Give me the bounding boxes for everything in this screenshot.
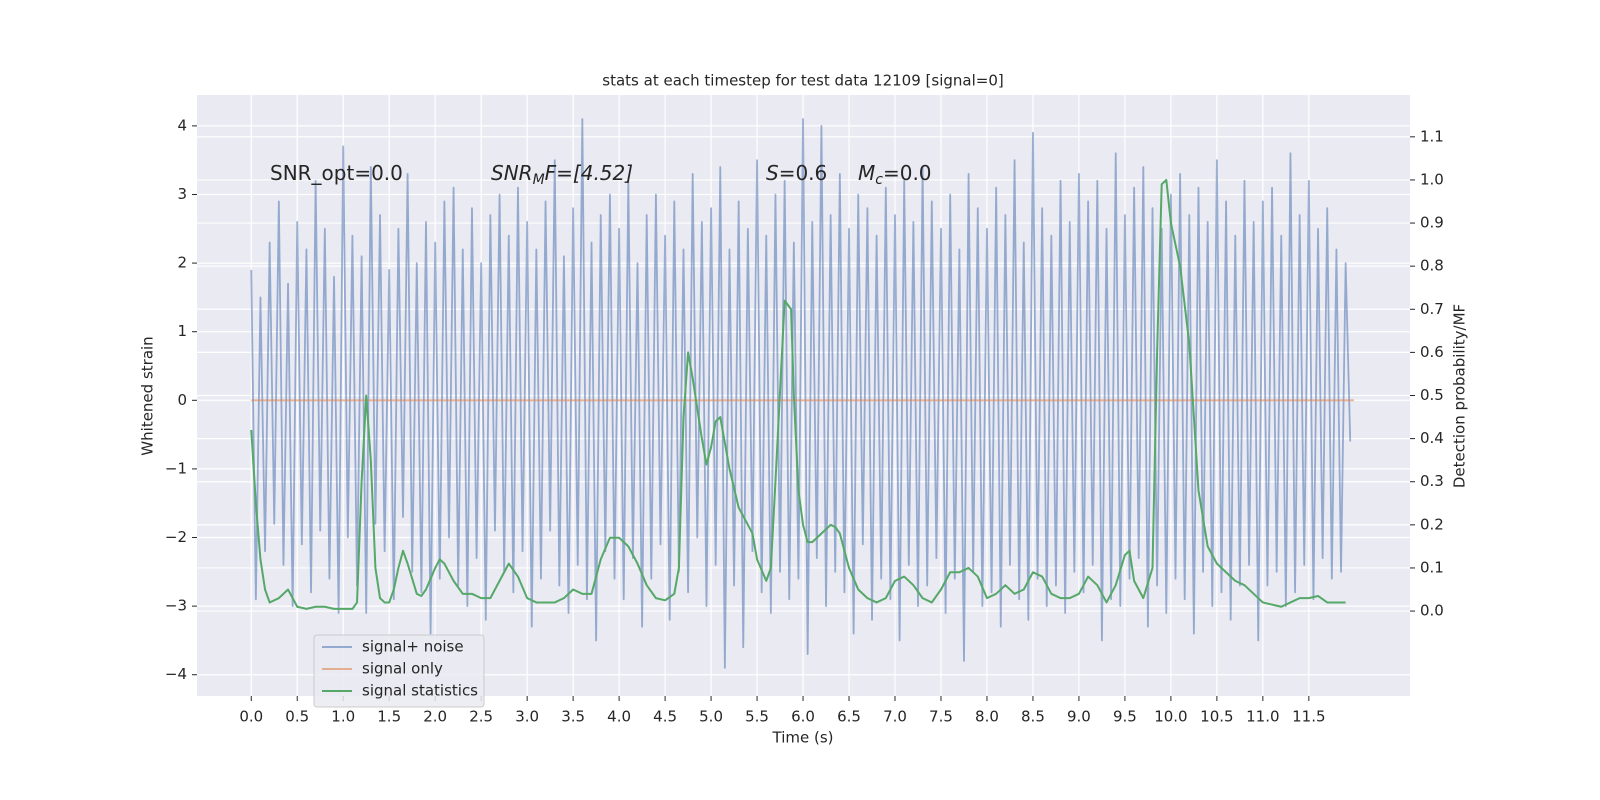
- x-tick-label: 9.5: [1113, 708, 1137, 726]
- x-tick-label: 3.0: [515, 708, 539, 726]
- x-tick-label: 4.5: [653, 708, 677, 726]
- y-axis-label: Whitened strain: [139, 336, 157, 455]
- annotation-sub: c: [875, 172, 883, 188]
- x-tick-label: 8.5: [1021, 708, 1045, 726]
- y-tick-label: −3: [165, 597, 187, 615]
- x-tick-label: 5.0: [699, 708, 723, 726]
- annotation-tail: =0.0: [883, 161, 932, 185]
- y2-tick-label: 0.3: [1420, 472, 1444, 490]
- y2-tick-label: 0.6: [1420, 343, 1444, 361]
- annotation: S=0.6: [766, 161, 827, 185]
- y-tick-label: 0: [177, 391, 187, 409]
- y2-tick-label: 0.4: [1420, 429, 1444, 447]
- x-tick-label: 3.5: [561, 708, 585, 726]
- y2-tick-label: 0.9: [1420, 214, 1444, 232]
- y-tick-label: 3: [177, 185, 187, 203]
- series-line: [250, 178, 1346, 610]
- annotation: Mc=0.0: [858, 161, 932, 189]
- x-tick-label: 0.0: [239, 708, 263, 726]
- x-tick-label: 7.0: [883, 708, 907, 726]
- y2-tick-label: 1.0: [1420, 170, 1444, 188]
- y2-tick-label: 0.8: [1420, 257, 1444, 275]
- y2-tick-label: 0.2: [1420, 515, 1444, 533]
- y2-tick-label: 0.5: [1420, 386, 1444, 404]
- x-tick-label: 1.5: [377, 708, 401, 726]
- annotation-main: S: [766, 161, 779, 185]
- y-tick-label: 2: [177, 254, 187, 272]
- x-tick-label: 10.5: [1200, 708, 1233, 726]
- legend-label: signal only: [362, 660, 443, 678]
- legend-label: signal+ noise: [362, 638, 464, 656]
- annotation-main: SNR: [491, 161, 533, 185]
- x-tick-label: 1.0: [331, 708, 355, 726]
- y-tick-label: 1: [177, 322, 187, 340]
- x-tick-label: 5.5: [745, 708, 769, 726]
- x-axis-label: Time (s): [772, 729, 834, 747]
- x-tick-label: 11.0: [1246, 708, 1279, 726]
- x-tick-label: 9.0: [1067, 708, 1091, 726]
- x-tick-label: 6.5: [837, 708, 861, 726]
- x-tick-label: 11.5: [1292, 708, 1325, 726]
- y2-tick-label: 0.7: [1420, 300, 1444, 318]
- x-tick-label: 7.5: [929, 708, 953, 726]
- y-tick-label: −4: [165, 665, 187, 683]
- annotation-tail: F=[4.52]: [545, 161, 633, 185]
- annotation: SNRMF=[4.52]: [491, 161, 633, 189]
- y-tick-label: −1: [165, 459, 187, 477]
- x-tick-label: 10.0: [1154, 708, 1187, 726]
- x-tick-label: 4.0: [607, 708, 631, 726]
- y2-tick-label: 1.1: [1420, 127, 1444, 145]
- annotation-tail: =0.6: [779, 161, 828, 185]
- y2-tick-label: 0.0: [1420, 602, 1444, 620]
- x-tick-label: 0.5: [285, 708, 309, 726]
- legend-box: [313, 634, 485, 708]
- annotation-main: SNR_opt=0.0: [270, 161, 403, 185]
- x-tick-label: 6.0: [791, 708, 815, 726]
- x-tick-label: 2.0: [423, 708, 447, 726]
- annotation: SNR_opt=0.0: [270, 161, 403, 185]
- series-line: [250, 118, 1352, 669]
- annotation-main: M: [858, 161, 875, 185]
- x-tick-label: 8.0: [975, 708, 999, 726]
- y2-tick-label: 0.1: [1420, 558, 1444, 576]
- y-tick-label: 4: [177, 116, 187, 134]
- y2-axis-label: Detection probability/MF: [1451, 304, 1469, 488]
- y-tick-label: −2: [165, 528, 187, 546]
- annotation-sub: M: [533, 172, 545, 188]
- x-tick-label: 2.5: [469, 708, 493, 726]
- legend-label: signal statistics: [362, 682, 478, 700]
- chart-title: stats at each timestep for test data 121…: [602, 72, 1003, 90]
